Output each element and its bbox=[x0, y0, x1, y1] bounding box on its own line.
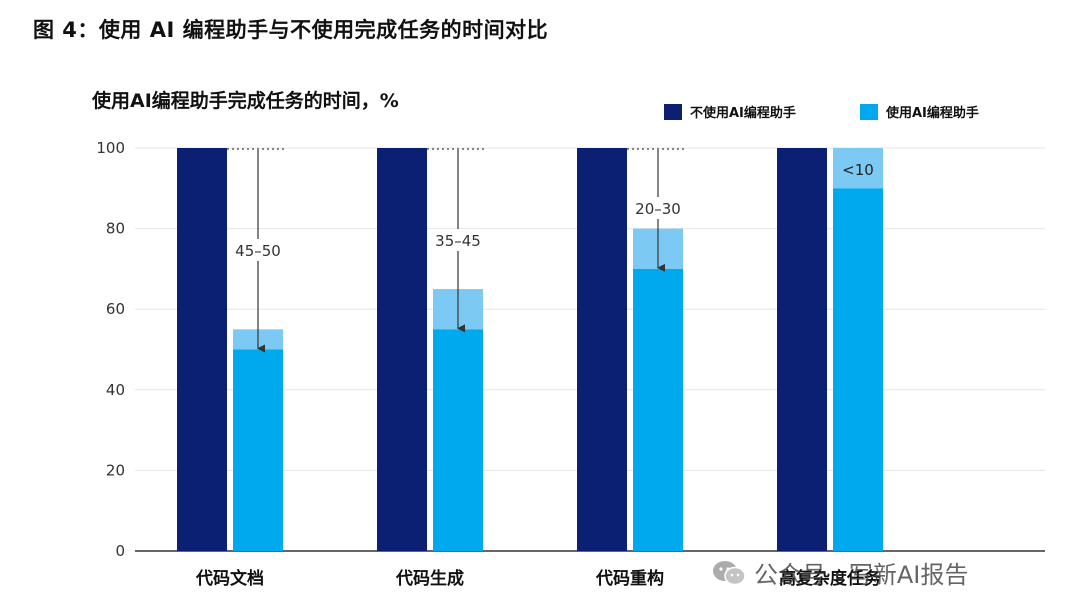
annotation-bg-2 bbox=[630, 197, 686, 219]
watermark: 公众号 · 写新AI报告 bbox=[712, 555, 968, 590]
annotation-label-1: 35–45 bbox=[435, 232, 481, 250]
x-category-label-2: 代码重构 bbox=[595, 568, 664, 589]
chart-title: 使用AI编程助手完成任务的时间，% bbox=[92, 90, 399, 112]
annotation-label-0: 45–50 bbox=[235, 242, 281, 260]
legend-label-without-ai: 不使用AI编程助手 bbox=[690, 106, 796, 121]
y-tick-label-80: 80 bbox=[106, 220, 125, 238]
bar-without-ai-2 bbox=[577, 148, 627, 551]
annotation-bg-0 bbox=[230, 239, 286, 261]
legend-swatch-without-ai bbox=[664, 103, 682, 120]
wechat-icon bbox=[712, 559, 746, 587]
y-tick-label-0: 0 bbox=[115, 542, 125, 560]
y-tick-label-40: 40 bbox=[106, 381, 125, 399]
annotation-label-2: 20–30 bbox=[635, 200, 681, 218]
y-tick-label-60: 60 bbox=[106, 300, 125, 318]
x-category-label-3: 高复杂度任务 bbox=[779, 568, 882, 589]
y-tick-label-100: 100 bbox=[96, 139, 125, 157]
legend-item-without-ai: 不使用AI编程助手 bbox=[664, 102, 796, 121]
bar-with-ai-3 bbox=[833, 188, 883, 552]
bar-with-ai-0 bbox=[233, 349, 283, 551]
legend-label-with-ai: 使用AI编程助手 bbox=[886, 106, 979, 121]
legend-swatch-with-ai bbox=[860, 103, 878, 120]
figure-title: 图 4：使用 AI 编程助手与不使用完成任务的时间对比 bbox=[33, 18, 549, 42]
annotation-label-3: <10 bbox=[842, 161, 874, 179]
legend-item-with-ai: 使用AI编程助手 bbox=[860, 102, 979, 121]
x-category-label-1: 代码生成 bbox=[395, 568, 464, 589]
x-category-label-0: 代码文档 bbox=[195, 568, 264, 589]
annotation-bg-1 bbox=[430, 229, 486, 251]
bar-without-ai-1 bbox=[377, 148, 427, 551]
y-tick-label-20: 20 bbox=[106, 461, 125, 479]
bar-with-ai-1 bbox=[433, 329, 483, 551]
bar-without-ai-0 bbox=[177, 148, 227, 551]
bar-with-ai-2 bbox=[633, 268, 683, 551]
watermark-text: 公众号 · 写新AI报告 bbox=[754, 561, 969, 589]
bar-without-ai-3 bbox=[777, 148, 827, 551]
bar-with-ai-range-3 bbox=[833, 148, 883, 189]
